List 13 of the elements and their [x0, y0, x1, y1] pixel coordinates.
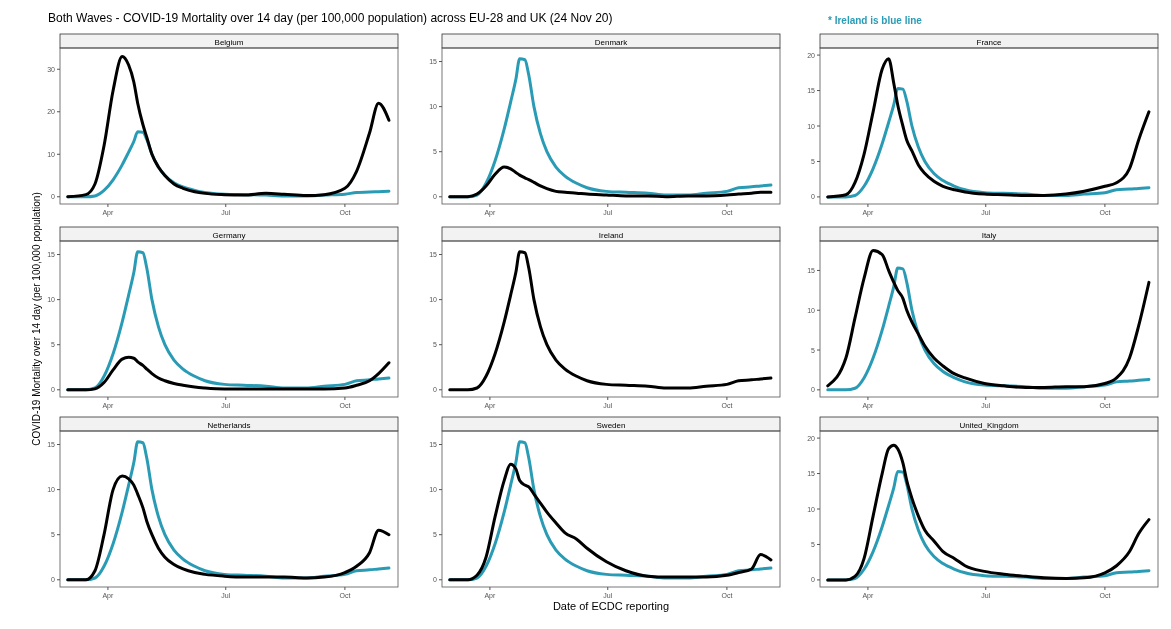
chart-title: Belgium [214, 37, 244, 47]
text: Both Waves - COVID-19 Mortality over 14 day (per 100,000 population) across EU-28 and UK (24 Nov 20) [48, 11, 613, 25]
x-axis-title: Date of ECDC reporting [552, 600, 670, 612]
chart-title: Germany [212, 230, 246, 240]
chart-title: Ireland [598, 230, 624, 240]
chart-title: Italy [981, 230, 997, 240]
chart-title: Netherlands [207, 420, 251, 430]
y-axis-title: COVID-19 Mortality over 14 day (per 100,000 population) [31, 192, 42, 446]
chart-title: United_Kingdom [959, 420, 1019, 430]
chart-title: Sweden [596, 420, 626, 430]
chart-title: France [976, 37, 1002, 47]
text: * Ireland is blue line [828, 15, 923, 26]
chart-title: Denmark [594, 37, 629, 47]
